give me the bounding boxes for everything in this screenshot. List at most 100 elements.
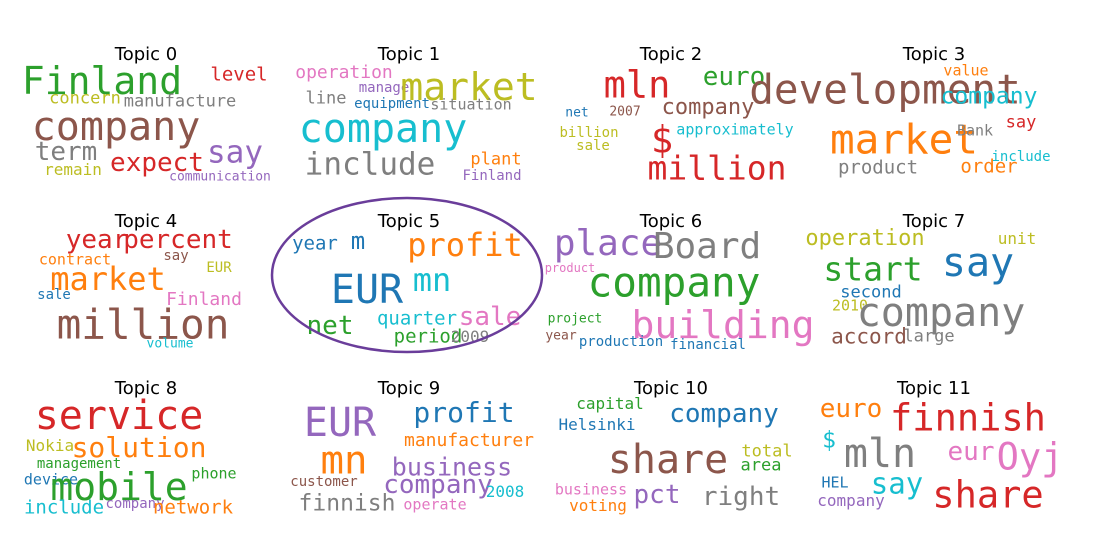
topic-title: Topic 0 xyxy=(114,44,178,65)
word: Oyj xyxy=(996,435,1064,479)
word: project xyxy=(547,311,603,327)
word: million xyxy=(647,148,787,188)
word: situation xyxy=(430,95,512,114)
word: area xyxy=(740,455,782,476)
word: 2009 xyxy=(450,327,490,346)
topic-title: Topic 11 xyxy=(897,378,971,399)
word: company xyxy=(105,496,165,512)
topic-title: Topic 3 xyxy=(902,44,966,65)
topic-title: Topic 9 xyxy=(377,378,441,399)
word: include xyxy=(304,146,436,183)
word: capital xyxy=(576,394,644,413)
word: $ xyxy=(822,427,836,454)
word: Finland xyxy=(21,59,183,103)
word: m xyxy=(350,227,366,255)
word: company xyxy=(856,290,1026,336)
word: development xyxy=(749,65,1021,114)
word: volume xyxy=(146,336,194,352)
word: term xyxy=(34,137,98,167)
word: financial xyxy=(670,337,746,353)
word: EUR xyxy=(206,260,232,276)
word: say xyxy=(207,134,263,171)
topic-panel-8: Topic 8 service Nokia solution management pho… xyxy=(15,346,277,518)
word: service xyxy=(34,393,204,439)
word: plant xyxy=(470,149,522,170)
word: mn xyxy=(320,438,368,484)
word: finnish xyxy=(890,396,1046,440)
word: euro xyxy=(702,62,766,92)
word: start xyxy=(823,249,923,289)
word: $ xyxy=(650,118,674,162)
topic-panel-3: Topic 3 development value company market say B… xyxy=(749,12,1065,179)
word: EUR xyxy=(330,267,404,313)
word: sale xyxy=(37,287,71,303)
topic-panel-11: Topic 11 euro finnish $ mln eur Oyj HEL say compa… xyxy=(803,346,1065,517)
word: level xyxy=(210,63,268,86)
word: product xyxy=(544,261,596,275)
word: company xyxy=(298,106,468,152)
topic-title: Topic 1 xyxy=(377,44,441,65)
word: order xyxy=(960,155,1018,178)
word: voting xyxy=(569,496,627,515)
word: sale xyxy=(576,138,610,154)
word: say xyxy=(941,240,1015,286)
word: market xyxy=(400,65,538,109)
word: net xyxy=(565,105,589,121)
word: mln xyxy=(603,63,671,107)
word: 2008 xyxy=(485,482,525,501)
topic-title: Topic 10 xyxy=(634,378,708,399)
word: total xyxy=(741,441,793,462)
word: manage xyxy=(358,80,410,96)
word: Helsinki xyxy=(558,415,636,434)
word: EUR xyxy=(303,400,377,446)
topic-panel-1: Topic 1 operation manage market line equipmen… xyxy=(278,12,540,184)
word: year xyxy=(545,328,577,344)
word: communication xyxy=(169,169,271,185)
word: approximately xyxy=(676,120,794,139)
topic-panel-9: Topic 9 EUR profit manufacturer mn business cu… xyxy=(278,346,540,517)
word: production xyxy=(578,334,664,350)
word: right xyxy=(701,482,781,512)
topic-title: Topic 2 xyxy=(639,44,703,65)
word: share xyxy=(932,473,1044,517)
word: customer xyxy=(290,474,358,490)
word: equipment xyxy=(354,96,430,112)
word: operation xyxy=(295,62,393,83)
word: say xyxy=(163,248,189,264)
word: profit xyxy=(413,396,515,429)
word: share xyxy=(607,437,729,483)
word: manufacture xyxy=(123,91,237,112)
word: Finland xyxy=(462,168,522,184)
word: company xyxy=(587,258,761,307)
word: remain xyxy=(44,160,102,179)
word: Finland xyxy=(166,289,242,310)
word: year xyxy=(65,225,129,255)
word: mln xyxy=(843,431,917,477)
word: company xyxy=(31,104,201,150)
word: million xyxy=(56,300,230,349)
topic-panel-6: Topic 6 place Board product company project bu… xyxy=(540,179,815,353)
word: 2007 xyxy=(609,104,641,120)
word: concern xyxy=(49,88,121,109)
word: place xyxy=(553,223,663,264)
word: company xyxy=(383,470,493,500)
word: Board xyxy=(652,226,762,267)
word: finnish xyxy=(298,490,396,517)
word: percent xyxy=(123,225,233,255)
word: large xyxy=(903,326,955,347)
word: Bank xyxy=(956,121,994,140)
topic-title: Topic 8 xyxy=(114,378,178,399)
word: include xyxy=(991,149,1051,165)
word: expect xyxy=(110,148,204,178)
word: company xyxy=(940,83,1038,110)
topic-title: Topic 6 xyxy=(639,211,703,232)
word: mobile xyxy=(50,465,188,509)
word: mn xyxy=(412,261,452,299)
word: market xyxy=(50,260,166,298)
word: include xyxy=(23,496,105,519)
word: eur xyxy=(947,437,995,467)
word: year xyxy=(292,232,338,255)
topic-title: Topic 7 xyxy=(902,211,966,232)
word: net xyxy=(306,311,354,341)
word: say xyxy=(1005,112,1037,133)
